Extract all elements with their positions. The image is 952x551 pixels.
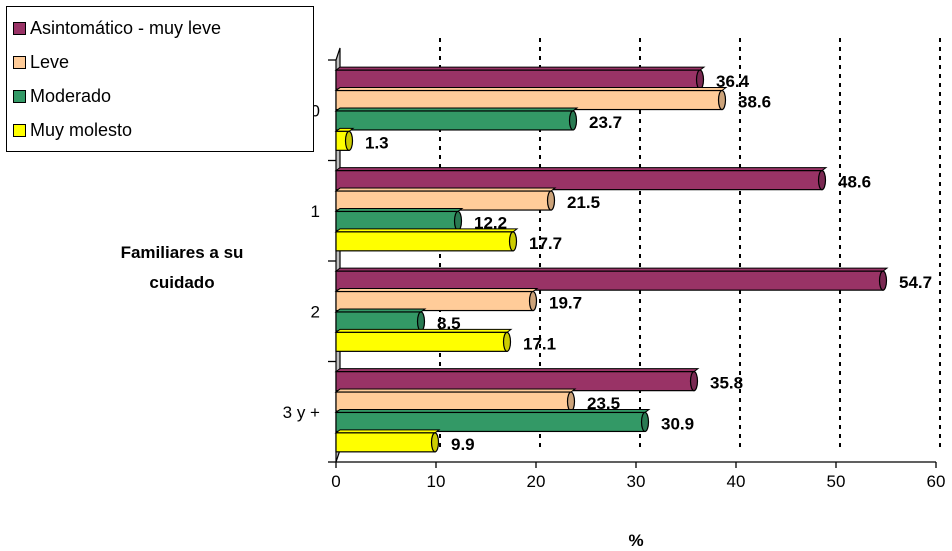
bar-end <box>416 311 426 332</box>
data-label: 23.5 <box>587 394 620 413</box>
bar-end <box>640 411 650 433</box>
data-label: 38.6 <box>738 93 771 112</box>
legend-label: Leve <box>30 51 70 72</box>
axes <box>328 59 937 468</box>
legend-item: Leve <box>13 45 307 79</box>
bar <box>335 432 436 453</box>
data-label: 30.9 <box>661 414 694 433</box>
bar-end <box>695 69 705 90</box>
x-tick-labels: 0 10 20 30 40 50 60 <box>331 472 945 491</box>
bar-end <box>502 331 512 352</box>
data-label: 54.7 <box>899 273 932 292</box>
bar <box>335 311 422 332</box>
bar <box>335 110 574 131</box>
bar-end <box>528 290 538 312</box>
data-label: 35.8 <box>710 374 743 393</box>
legend-item: Asintomático - muy leve <box>13 11 307 45</box>
bar-end <box>508 231 518 252</box>
bar <box>335 210 459 232</box>
x-tick-label: 10 <box>427 472 446 491</box>
bar <box>335 331 508 352</box>
data-label: 48.6 <box>838 173 871 192</box>
y-tick-label: 0 <box>311 101 320 120</box>
legend-label: Muy molesto <box>30 119 133 140</box>
data-label: 9.9 <box>451 435 475 454</box>
y-tick-label: 2 <box>311 302 320 321</box>
bar <box>335 190 552 211</box>
data-label: 17.7 <box>529 234 562 253</box>
data-label: 21.5 <box>567 193 600 212</box>
legend: Asintomático - muy leve Leve Moderado Mu… <box>6 6 314 152</box>
y-tick-label: 1 <box>311 202 320 221</box>
legend-item: Muy molesto <box>13 113 307 147</box>
bar-end <box>689 371 699 392</box>
bar-end <box>453 210 463 232</box>
x-tick-label: 0 <box>331 472 340 491</box>
bar-end <box>717 89 727 111</box>
data-label: 1.3 <box>365 133 389 152</box>
bar <box>335 411 646 433</box>
x-tick-label: 50 <box>827 472 846 491</box>
x-tick-label: 60 <box>927 472 946 491</box>
x-axis-title: % <box>628 531 643 550</box>
bar <box>335 89 723 111</box>
bar-end <box>568 110 578 131</box>
bar <box>335 231 514 252</box>
data-labels: 36.4 38.6 23.7 1.3 48.6 21.5 12.2 17.7 54.7 19.7 8… <box>365 72 932 454</box>
bar-end <box>817 170 827 191</box>
bar <box>335 170 823 191</box>
x-tick-label: 40 <box>727 472 746 491</box>
y-axis-title-line: Familiares a su <box>120 243 244 262</box>
y-tick-label: 3 y + <box>283 403 320 422</box>
bar-end <box>344 130 354 151</box>
data-label: 36.4 <box>716 72 750 91</box>
y-tick-labels: 0 1 2 3 y + <box>283 101 320 422</box>
bar <box>335 290 534 312</box>
y-axis-title-line: cuidado <box>149 273 215 292</box>
bar <box>335 69 701 90</box>
legend-swatch <box>13 55 26 69</box>
data-label: 23.7 <box>589 113 622 132</box>
x-tick-label: 20 <box>527 472 546 491</box>
bar-end <box>566 391 576 412</box>
bar-end <box>878 270 888 291</box>
bar-end <box>430 432 440 453</box>
legend-label: Asintomático - muy leve <box>30 17 222 38</box>
legend-swatch <box>13 21 26 35</box>
bar <box>335 270 884 291</box>
data-label: 17.1 <box>523 334 556 353</box>
legend-label: Moderado <box>30 85 112 106</box>
bars <box>334 66 889 453</box>
legend-swatch <box>13 89 26 103</box>
legend-swatch <box>13 123 26 137</box>
bar <box>335 371 695 392</box>
x-tick-label: 30 <box>627 472 646 491</box>
y-axis-title: Familiares a su cuidado <box>84 238 280 298</box>
bar <box>335 391 572 412</box>
data-label: 12.2 <box>474 213 507 232</box>
legend-item: Moderado <box>13 79 307 113</box>
data-label: 8.5 <box>437 314 461 333</box>
bar-end <box>546 190 556 211</box>
data-label: 19.7 <box>549 294 582 313</box>
